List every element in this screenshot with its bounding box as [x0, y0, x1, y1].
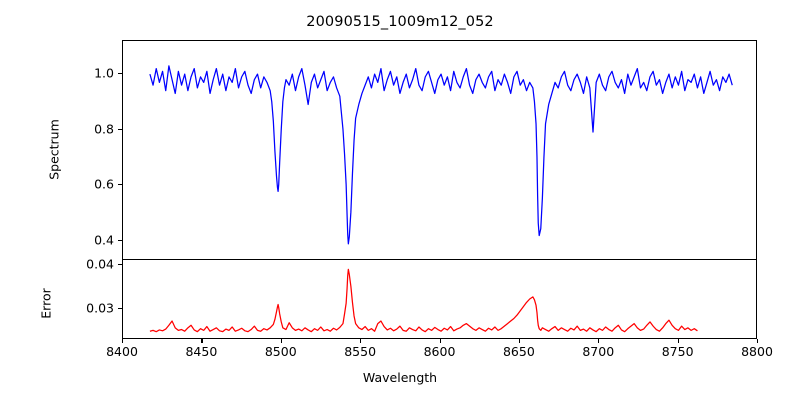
x-tick-label: 8550 — [344, 344, 377, 359]
spectrum-plot-area — [123, 41, 756, 259]
spectrum-panel — [122, 40, 757, 259]
error-y-tick-mark — [118, 264, 122, 266]
spectrum-y-tick-mark — [118, 184, 122, 186]
x-tick-label: 8650 — [502, 344, 535, 359]
x-tick-mark — [757, 339, 759, 343]
error-y-tick-label: 0.03 — [86, 300, 114, 316]
x-tick-mark — [122, 339, 124, 343]
spectrum-y-tick-label: 0.6 — [94, 176, 114, 192]
error-panel — [122, 259, 757, 339]
x-tick-mark — [439, 339, 441, 343]
x-tick-label: 8600 — [423, 344, 456, 359]
spectrum-axis-label: Spectrum — [46, 119, 62, 180]
x-tick-label: 8750 — [661, 344, 694, 359]
spectrum-y-tick-label: 0.8 — [94, 121, 114, 137]
error-y-tick-mark — [118, 307, 122, 309]
spectrum-y-tick-mark — [118, 73, 122, 75]
error-trace — [150, 269, 698, 331]
x-tick-mark — [518, 339, 521, 343]
spectrum-y-tick-mark — [118, 239, 122, 241]
error-y-tick-label: 0.04 — [86, 256, 114, 272]
x-tick-mark — [598, 339, 600, 343]
x-axis-label: Wavelength — [362, 370, 438, 385]
x-tick-mark — [280, 339, 282, 343]
x-tick-label: 8450 — [185, 344, 218, 359]
x-tick-label: 8400 — [106, 344, 138, 359]
x-tick-label: 8800 — [741, 344, 773, 359]
x-tick-label: 8700 — [582, 344, 615, 359]
x-tick-label: 8500 — [264, 344, 297, 359]
x-tick-mark — [360, 339, 362, 343]
x-tick-mark — [677, 339, 679, 343]
spectrum-trace — [150, 66, 732, 244]
spectrum-y-tick-label: 1.0 — [94, 65, 114, 81]
error-axis-label: Error — [38, 288, 54, 319]
error-plot-area — [123, 260, 756, 338]
chart-title: 20090515_1009m12_052 — [306, 14, 494, 30]
spectrum-y-tick-label: 0.4 — [94, 232, 114, 248]
x-tick-mark — [201, 339, 203, 343]
spectrum-y-tick-mark — [118, 128, 122, 130]
